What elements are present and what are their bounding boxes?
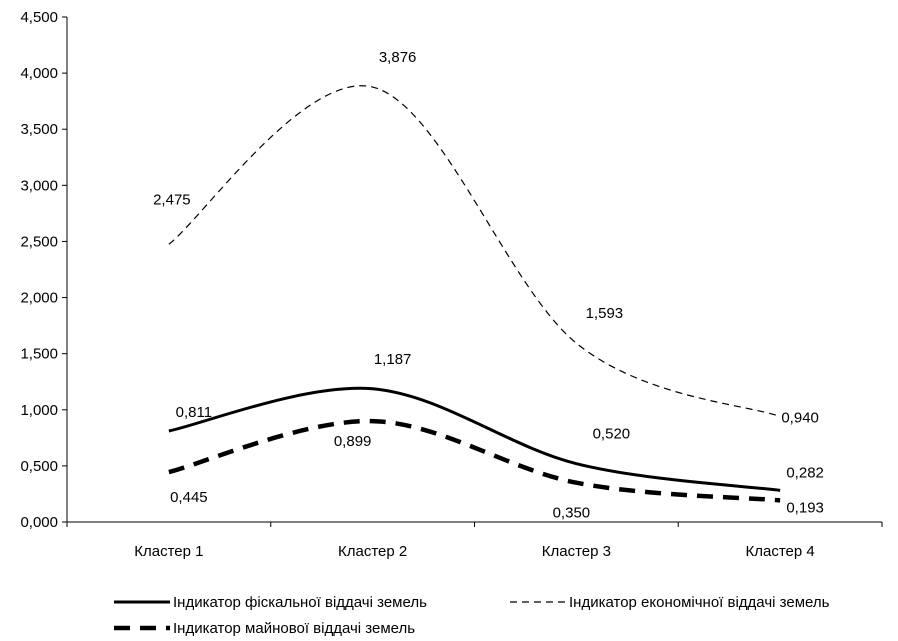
y-tick-label: 3,500 [20, 121, 58, 138]
y-tick-label: 1,000 [20, 402, 58, 419]
data-label: 0,282 [786, 464, 824, 481]
x-tick-label: Кластер 2 [338, 543, 407, 560]
data-label: 0,350 [553, 505, 591, 522]
data-label: 1,593 [586, 305, 624, 322]
data-label: 0,520 [593, 426, 631, 443]
x-axis-ticks: Кластер 1 Кластер 2 Кластер 3 Кластер 4 [66, 522, 883, 560]
data-label: 0,899 [334, 433, 372, 450]
legend-label: Індикатор економічної віддачі земель [569, 594, 830, 611]
data-label: 0,445 [170, 489, 208, 506]
x-tick-label: Кластер 4 [746, 543, 815, 560]
legend-item-economic: Індикатор економічної віддачі земель [510, 594, 830, 611]
series-lines [168, 85, 781, 503]
y-axis-ticks: 0,000 0,500 1,000 1,500 2,000 2,500 3,000 3,500… [20, 9, 67, 531]
legend: Індикатор фіскальної віддачі земель Індик… [114, 594, 830, 637]
legend-item-fiscal: Індикатор фіскальної віддачі земель [114, 594, 427, 611]
data-label: 3,876 [379, 49, 417, 66]
property-series-line [168, 418, 781, 503]
data-label: 2,475 [153, 191, 191, 208]
y-tick-label: 4,500 [20, 9, 58, 26]
y-tick-label: 2,500 [20, 233, 58, 250]
legend-item-property: Індикатор майнової віддачі земель [114, 620, 415, 637]
data-label: 1,187 [374, 351, 412, 368]
data-labels: 0,811 1,187 0,520 0,282 2,475 3,876 1,593 0,940… [153, 49, 824, 522]
data-label: 0,811 [176, 404, 212, 421]
x-tick-label: Кластер 3 [542, 543, 611, 560]
economic-series-line [168, 85, 781, 418]
data-label: 0,940 [781, 410, 819, 427]
legend-label: Індикатор фіскальної віддачі земель [173, 594, 427, 611]
y-tick-label: 1,500 [20, 346, 58, 363]
y-tick-label: 3,000 [20, 177, 58, 194]
y-tick-label: 0,500 [20, 458, 58, 475]
fiscal-series-line [168, 386, 781, 492]
data-label: 0,193 [786, 499, 824, 516]
x-tick-label: Кластер 1 [134, 543, 203, 560]
y-tick-label: 0,000 [20, 514, 58, 531]
legend-label: Індикатор майнової віддачі земель [173, 620, 415, 637]
y-tick-label: 4,000 [20, 65, 58, 82]
y-tick-label: 2,000 [20, 290, 58, 307]
